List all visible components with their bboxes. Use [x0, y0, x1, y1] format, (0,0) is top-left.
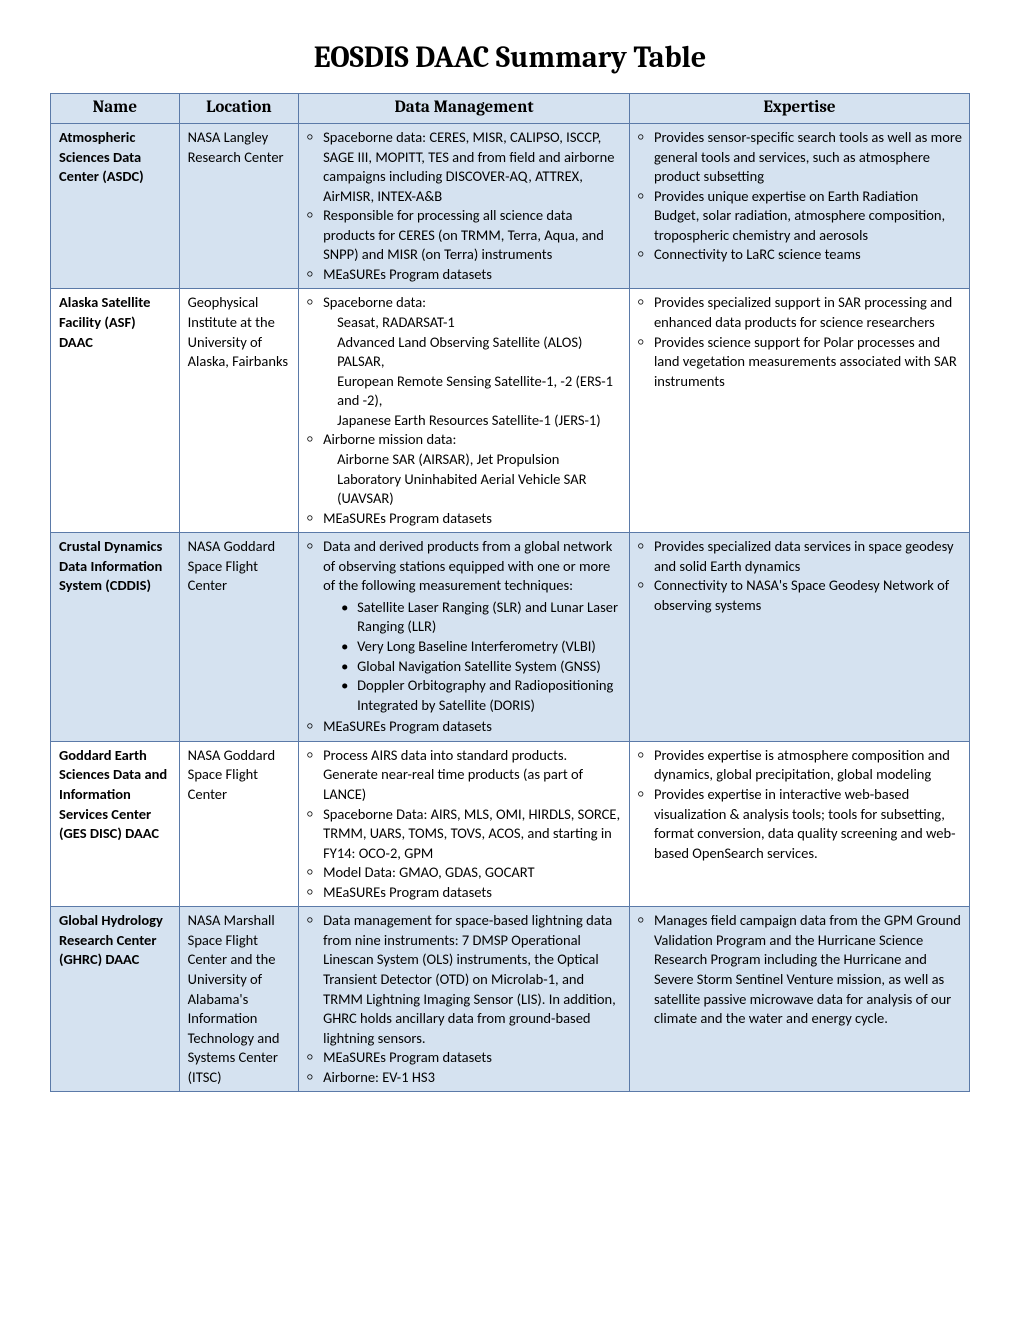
list-item: Model Data: GMAO, GDAS, GOCART [321, 863, 623, 883]
name-cell: Crustal Dynamics Data Information System… [51, 533, 180, 742]
data-management-cell: Process AIRS data into standard products… [299, 741, 630, 907]
header-row: Name Location Data Management Expertise [51, 94, 970, 124]
sub-line: Advanced Land Observing Satellite (ALOS)… [323, 333, 623, 372]
list-item: MEaSUREs Program datasets [321, 717, 623, 737]
sub-bullet: Doppler Orbitography and Radiopositionin… [355, 676, 623, 715]
list-item: Connectivity to NASA's Space Geodesy Net… [652, 576, 963, 615]
location-cell: NASA Goddard Space Flight Center [179, 741, 298, 907]
name-cell: Atmospheric Sciences Data Center (ASDC) [51, 123, 180, 289]
list-item: MEaSUREs Program datasets [321, 265, 623, 285]
sub-line: Seasat, RADARSAT-1 [323, 313, 623, 333]
location-cell: NASA Langley Research Center [179, 123, 298, 289]
list-item: Provides specialized data services in sp… [652, 537, 963, 576]
list-item: Spaceborne data: CERES, MISR, CALIPSO, I… [321, 128, 623, 206]
list-item: Connectivity to LaRC science teams [652, 245, 963, 265]
location-cell: Geophysical Institute at the University … [179, 289, 298, 533]
table-row: Crustal Dynamics Data Information System… [51, 533, 970, 742]
name-cell: Alaska Satellite Facility (ASF) DAAC [51, 289, 180, 533]
list-item: Provides specialized support in SAR proc… [652, 293, 963, 332]
list-item: MEaSUREs Program datasets [321, 883, 623, 903]
sub-line: Japanese Earth Resources Satellite-1 (JE… [323, 411, 623, 431]
list-item: Airborne: EV-1 HS3 [321, 1068, 623, 1088]
daac-summary-table: Name Location Data Management Expertise … [50, 93, 970, 1092]
sub-bullet: Satellite Laser Ranging (SLR) and Lunar … [355, 598, 623, 637]
list-item: Provides unique expertise on Earth Radia… [652, 187, 963, 246]
expertise-cell: Manages field campaign data from the GPM… [629, 907, 969, 1092]
col-header-data-management: Data Management [299, 94, 630, 124]
sub-line: European Remote Sensing Satellite-1, -2 … [323, 372, 623, 411]
list-item: Provides expertise in interactive web-ba… [652, 785, 963, 863]
list-item: Data and derived products from a global … [321, 537, 623, 715]
location-cell: NASA Goddard Space Flight Center [179, 533, 298, 742]
data-management-cell: Spaceborne data: CERES, MISR, CALIPSO, I… [299, 123, 630, 289]
sub-bullet: Very Long Baseline Interferometry (VLBI) [355, 637, 623, 657]
data-management-cell: Data management for space-based lightnin… [299, 907, 630, 1092]
table-row: Goddard Earth Sciences Data and Informat… [51, 741, 970, 907]
expertise-cell: Provides expertise is atmosphere composi… [629, 741, 969, 907]
data-management-cell: Spaceborne data:Seasat, RADARSAT-1Advanc… [299, 289, 630, 533]
location-cell: NASA Marshall Space Flight Center and th… [179, 907, 298, 1092]
col-header-expertise: Expertise [629, 94, 969, 124]
list-item: MEaSUREs Program datasets [321, 1048, 623, 1068]
sub-line: Airborne SAR (AIRSAR), Jet Propulsion La… [323, 450, 623, 509]
table-row: Atmospheric Sciences Data Center (ASDC)N… [51, 123, 970, 289]
list-item: Responsible for processing all science d… [321, 206, 623, 265]
list-item: Process AIRS data into standard products… [321, 746, 623, 805]
table-row: Global Hydrology Research Center (GHRC) … [51, 907, 970, 1092]
list-item: Airborne mission data:Airborne SAR (AIRS… [321, 430, 623, 508]
expertise-cell: Provides sensor-specific search tools as… [629, 123, 969, 289]
table-row: Alaska Satellite Facility (ASF) DAACGeop… [51, 289, 970, 533]
list-item: Manages field campaign data from the GPM… [652, 911, 963, 1028]
list-item: Provides science support for Polar proce… [652, 333, 963, 392]
name-cell: Goddard Earth Sciences Data and Informat… [51, 741, 180, 907]
list-item: Provides expertise is atmosphere composi… [652, 746, 963, 785]
col-header-location: Location [179, 94, 298, 124]
sub-bullet: Global Navigation Satellite System (GNSS… [355, 657, 623, 677]
col-header-name: Name [51, 94, 180, 124]
expertise-cell: Provides specialized data services in sp… [629, 533, 969, 742]
list-item: Data management for space-based lightnin… [321, 911, 623, 1048]
list-item: Spaceborne data:Seasat, RADARSAT-1Advanc… [321, 293, 623, 430]
name-cell: Global Hydrology Research Center (GHRC) … [51, 907, 180, 1092]
list-item: Spaceborne Data: AIRS, MLS, OMI, HIRDLS,… [321, 805, 623, 864]
list-item: Provides sensor-specific search tools as… [652, 128, 963, 187]
data-management-cell: Data and derived products from a global … [299, 533, 630, 742]
page-title: EOSDIS DAAC Summary Table [50, 40, 970, 75]
expertise-cell: Provides specialized support in SAR proc… [629, 289, 969, 533]
list-item: MEaSUREs Program datasets [321, 509, 623, 529]
